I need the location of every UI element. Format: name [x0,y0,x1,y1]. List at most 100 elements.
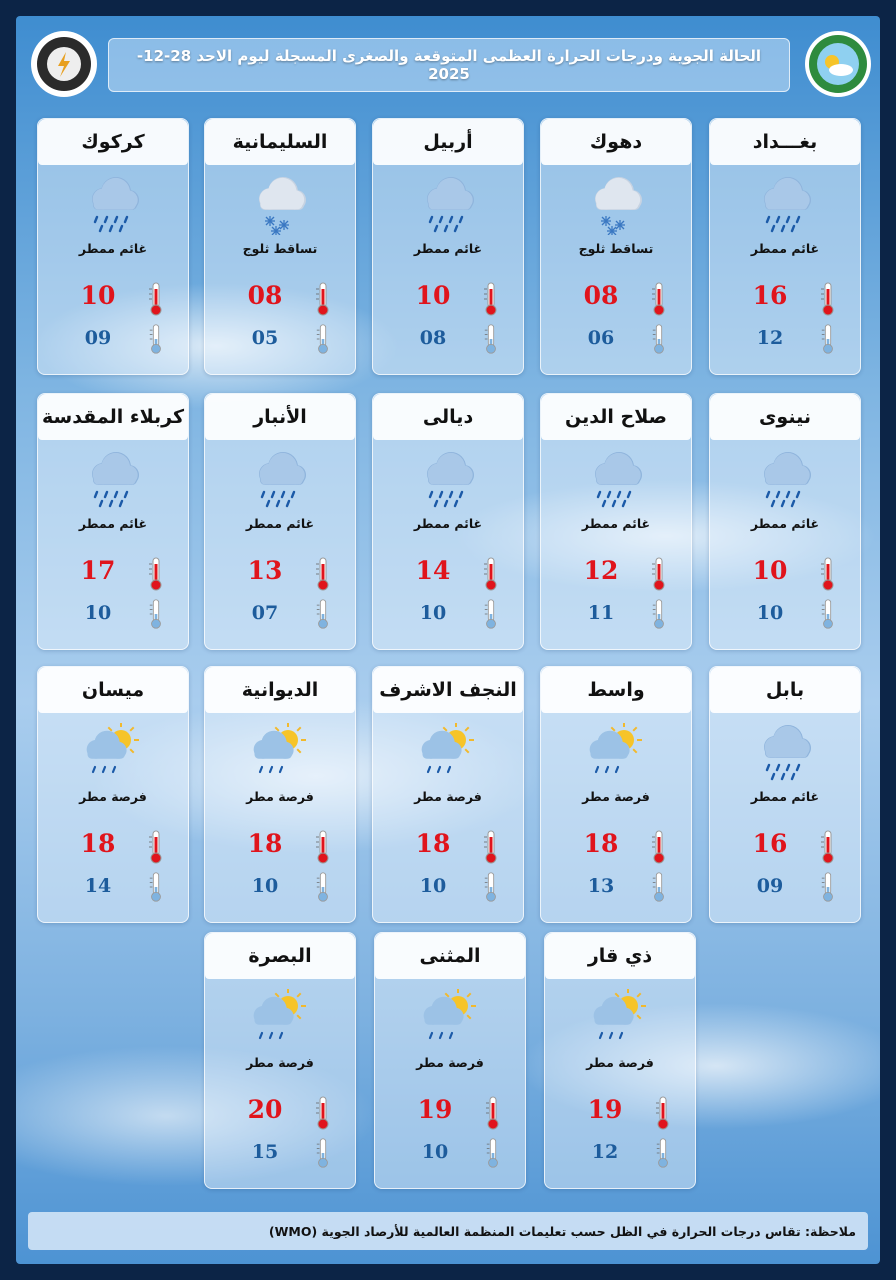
weather-icon [595,177,642,235]
condition: فرصة مطر [586,1055,654,1070]
condition: فرصة مطر [416,1055,484,1070]
thermometer-icon [821,557,834,591]
city-name: كربلاء المقدسة [38,394,188,440]
weather-icon [253,723,306,774]
thermometer-icon [652,872,664,902]
weather-icon [86,723,139,774]
max-temp: 08 [583,281,619,310]
city-card: النجف الاشرف فرصة مطر 18 10 [372,666,524,923]
max-temp: 12 [583,556,619,585]
min-temp: 11 [587,602,615,624]
max-temp: 19 [417,1095,453,1124]
city-card: المثنى فرصة مطر 19 10 [374,932,526,1189]
condition: غائم ممطر [750,241,820,256]
weather-icon [595,452,642,508]
city-name: أربيل [373,119,523,165]
min-temp: 15 [251,1141,279,1163]
condition: فرصة مطر [414,789,482,804]
max-temp: 18 [247,829,283,858]
thermometer-icon [486,1096,499,1130]
city-card: صلاح الدين غائم ممطر 12 11 [540,393,692,650]
max-temp: 10 [752,556,788,585]
min-temp: 07 [251,602,279,624]
weather-icon [92,177,139,233]
thermometer-icon [652,324,664,354]
weather-icon [764,725,811,781]
min-temp: 09 [84,327,112,349]
city-card: واسط فرصة مطر 18 13 [540,666,692,923]
thermometer-icon [484,324,496,354]
max-temp: 10 [415,281,451,310]
city-name: دهوك [541,119,691,165]
city-card: الديوانية فرصة مطر 18 10 [204,666,356,923]
weather-icon [92,452,139,508]
city-card: بغـــداد غائم ممطر 16 12 [709,118,861,375]
weather-icon [421,723,474,774]
min-temp: 14 [84,875,112,897]
weather-icon [764,177,811,233]
condition: فرصة مطر [79,789,147,804]
max-temp: 10 [80,281,116,310]
condition: غائم ممطر [750,516,820,531]
min-temp: 12 [756,327,784,349]
thermometer-icon [484,872,496,902]
condition: غائم ممطر [581,516,651,531]
condition: غائم ممطر [413,516,483,531]
min-temp: 10 [421,1141,449,1163]
max-temp: 16 [752,829,788,858]
city-name: ميسان [38,667,188,713]
min-temp: 06 [587,327,615,349]
condition: غائم ممطر [78,241,148,256]
weather-icon [253,989,306,1040]
thermometer-icon [821,324,833,354]
weather-icon [423,989,476,1040]
city-card: السليمانية تساقط ثلوج 08 05 [204,118,356,375]
thermometer-icon [316,1138,328,1168]
thermometer-icon [149,557,162,591]
max-temp: 08 [247,281,283,310]
min-temp: 10 [756,602,784,624]
city-name: السليمانية [205,119,355,165]
min-temp: 13 [587,875,615,897]
min-temp: 12 [591,1141,619,1163]
thermometer-icon [652,282,665,316]
thermometer-icon [484,830,497,864]
thermometer-icon [821,872,833,902]
condition: غائم ممطر [78,516,148,531]
weather-icon [259,177,306,235]
weather-icon [589,723,642,774]
thermometer-icon [149,599,161,629]
thermometer-icon [821,599,833,629]
condition: فرصة مطر [246,1055,314,1070]
max-temp: 17 [80,556,116,585]
city-card: ميسان فرصة مطر 18 14 [37,666,189,923]
thermometer-icon [316,557,329,591]
city-card: ديالى غائم ممطر 14 10 [372,393,524,650]
footnote: ملاحظة: تقاس درجات الحرارة في الظل حسب ت… [28,1212,868,1250]
weather-icon [427,452,474,508]
condition: غائم ممطر [750,789,820,804]
max-temp: 20 [247,1095,283,1124]
thermometer-icon [652,557,665,591]
max-temp: 18 [583,829,619,858]
max-temp: 18 [415,829,451,858]
city-name: بغـــداد [710,119,860,165]
city-card: بابل غائم ممطر 16 09 [709,666,861,923]
min-temp: 09 [756,875,784,897]
condition: غائم ممطر [245,516,315,531]
thermometer-icon [149,830,162,864]
max-temp: 16 [752,281,788,310]
max-temp: 19 [587,1095,623,1124]
thermometer-icon [656,1096,669,1130]
thermometer-icon [484,557,497,591]
condition: تساقط ثلوج [242,241,318,256]
thermometer-icon [149,324,161,354]
weather-icon [427,177,474,233]
thermometer-icon [484,282,497,316]
thermometer-icon [652,599,664,629]
city-name: الديوانية [205,667,355,713]
min-temp: 10 [419,875,447,897]
right-logo [805,31,871,97]
poster: الحالة الجوية ودرجات الحرارة العظمى المت… [16,16,880,1264]
